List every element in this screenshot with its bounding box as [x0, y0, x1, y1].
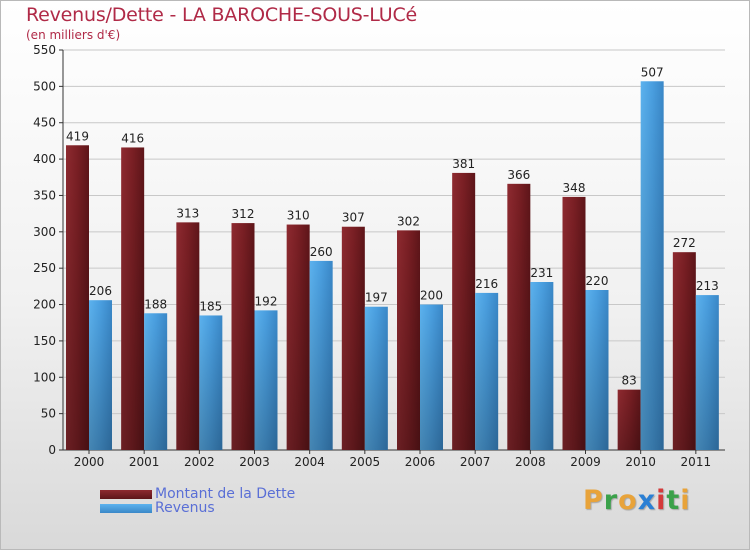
y-tick-label: 400: [33, 152, 56, 166]
data-label-debt: 348: [563, 181, 586, 195]
bars: [66, 81, 719, 451]
logo-letter: t: [666, 485, 681, 516]
x-tick-label: 2005: [350, 455, 381, 469]
y-tick-label: 150: [33, 334, 56, 348]
data-label-revenue: 216: [475, 277, 498, 291]
data-label-revenue: 188: [144, 297, 167, 311]
legend-swatch-revenue: [100, 503, 152, 513]
data-label-debt: 313: [176, 206, 199, 220]
data-label-revenue: 213: [696, 279, 719, 293]
bar-debt-shade: [507, 183, 531, 450]
data-label-debt: 83: [622, 374, 637, 388]
bar-revenue-shade: [364, 306, 388, 450]
bar-revenue-shade: [89, 300, 112, 450]
bar-revenue-shade: [199, 315, 223, 450]
x-tick-label: 2000: [74, 455, 105, 469]
bar-debt-shade: [66, 145, 89, 451]
logo-letter: x: [637, 485, 657, 516]
legend-label-revenue: Revenus: [155, 500, 215, 516]
y-tick-label: 350: [33, 188, 56, 202]
bar-revenue-shade: [640, 81, 664, 450]
proxiti-logo: Proxiti: [583, 485, 691, 516]
x-tick-label: 2008: [515, 455, 546, 469]
x-tick-label: 2004: [294, 455, 325, 469]
data-label-revenue: 185: [199, 299, 222, 313]
x-tick-label: 2010: [625, 455, 656, 469]
y-tick-label: 0: [48, 443, 56, 457]
y-tick-label: 500: [33, 79, 56, 93]
legend-label-debt: Montant de la Dette: [155, 486, 296, 502]
data-labels: 419 206 416 188 313 185 312 192 310 260 307 197 302 2…: [66, 65, 719, 387]
x-tick-label: 2006: [405, 455, 436, 469]
data-label-debt: 366: [507, 168, 530, 182]
y-tick-label: 50: [41, 407, 56, 421]
chart-title: Revenus/Dette - LA BAROCHE-SOUS-LUCé: [26, 4, 418, 26]
data-label-revenue: 192: [255, 294, 278, 308]
y-tick-label: 100: [33, 370, 56, 384]
data-label-debt: 307: [342, 211, 365, 225]
data-label-debt: 419: [66, 129, 89, 143]
data-label-revenue: 200: [420, 289, 443, 303]
bar-debt-shade: [121, 147, 145, 451]
x-tick-label: 2007: [460, 455, 491, 469]
bar-revenue-shade: [254, 310, 278, 450]
data-label-debt: 312: [232, 207, 255, 221]
data-label-debt: 302: [397, 214, 420, 228]
bar-debt-shade: [231, 223, 255, 450]
bar-revenue-shade: [695, 295, 719, 450]
data-label-debt: 310: [287, 209, 310, 223]
bar-debt-shade: [562, 196, 586, 450]
y-tick-label: 550: [33, 43, 56, 57]
axes: 0 50 100 150 200 250 300 350 400 450 500 550 2000 200…: [33, 43, 725, 469]
bar-debt-shade: [286, 224, 310, 450]
bar-debt-shade: [672, 252, 696, 450]
logo-letter: o: [618, 485, 638, 516]
bar-revenue-shade: [475, 292, 499, 450]
y-tick-label: 450: [33, 116, 56, 130]
x-tick-label: 2009: [570, 455, 601, 469]
data-label-debt: 416: [121, 131, 144, 145]
bar-revenue-shade: [420, 304, 443, 450]
logo-letter: i: [680, 485, 691, 516]
bar-revenue-shade: [144, 313, 168, 450]
data-label-revenue: 220: [586, 274, 609, 288]
data-label-revenue: 206: [89, 284, 112, 298]
bar-debt-shade: [452, 172, 476, 450]
bar-revenue-shade: [309, 260, 333, 450]
x-tick-label: 2003: [239, 455, 270, 469]
data-label-revenue: 260: [310, 245, 333, 259]
data-label-debt: 272: [673, 236, 696, 250]
legend-item-revenue: Revenus: [100, 500, 215, 516]
bar-debt-shade: [341, 226, 365, 450]
y-tick-label: 250: [33, 261, 56, 275]
bar-revenue-shade: [530, 282, 554, 450]
logo-letter: r: [603, 485, 619, 516]
y-tick-label: 200: [33, 298, 56, 312]
legend-item-debt: Montant de la Dette: [100, 486, 295, 502]
logo-letter: i: [656, 485, 667, 516]
bar-debt-shade: [176, 222, 200, 450]
chart-subtitle: (en milliers d'€): [26, 28, 121, 42]
x-tick-label: 2001: [129, 455, 160, 469]
x-tick-label: 2011: [681, 455, 712, 469]
legend-swatch-debt: [100, 489, 152, 499]
x-tick-label: 2002: [184, 455, 215, 469]
logo-letter: P: [583, 485, 604, 516]
data-label-revenue: 231: [530, 266, 553, 280]
y-tick-label: 300: [33, 225, 56, 239]
data-label-debt: 381: [452, 157, 475, 171]
bar-debt-shade: [397, 230, 420, 450]
grid-lines: [63, 49, 725, 415]
bar-revenue-shade: [585, 290, 609, 450]
data-label-revenue: 197: [365, 291, 388, 305]
data-label-revenue: 507: [641, 65, 664, 79]
bar-debt-shade: [617, 389, 641, 450]
